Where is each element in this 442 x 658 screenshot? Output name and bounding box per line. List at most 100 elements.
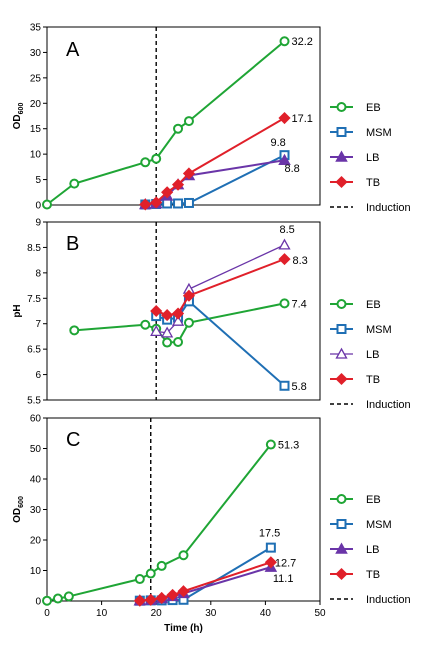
y-tick-label: 6 [35, 370, 41, 381]
y-tick-label: 0 [35, 201, 41, 212]
data-label: 11.1 [273, 573, 294, 585]
legend-label: LB [366, 544, 379, 556]
data-point-eb [162, 337, 173, 348]
panel-label: A [66, 39, 80, 61]
data-label: 9.8 [271, 137, 286, 149]
legend-marker [335, 372, 348, 386]
legend-marker [336, 299, 347, 309]
data-point-eb [173, 337, 184, 348]
legend-marker [335, 150, 348, 162]
data-point-eb [173, 123, 184, 134]
legend-label: EB [366, 299, 381, 311]
legend-item-eb: EB [330, 102, 381, 114]
legend: EB MSM LB TB Induction [330, 102, 411, 214]
legend-marker [335, 567, 348, 581]
y-tick-label: 9 [35, 218, 41, 229]
legend-item-msm: MSM [330, 127, 392, 139]
data-point-tb [155, 591, 168, 605]
legend-item-msm: MSM [330, 324, 392, 336]
series-lb [139, 153, 291, 210]
data-point-eb [183, 317, 194, 328]
y-tick-label: 0 [35, 597, 41, 608]
data-point-tb [171, 178, 185, 191]
data-point-eb [279, 36, 290, 47]
data-point-tb [166, 588, 179, 601]
y-axis-label: OD600 [12, 103, 25, 130]
legend-item-lb: LB [330, 542, 379, 556]
data-label: 12.7 [275, 557, 296, 569]
legend-label: EB [366, 102, 381, 114]
y-tick-label: 35 [30, 23, 42, 34]
data-label: 7.4 [292, 298, 307, 310]
data-point-msm [173, 198, 184, 209]
legend-label: Induction [366, 399, 411, 411]
y-tick-label: 60 [30, 414, 42, 425]
data-point-eb [63, 591, 74, 602]
data-point-tb [150, 304, 163, 318]
data-label: 5.8 [292, 381, 307, 393]
data-point-tb [177, 585, 190, 598]
series-tb [133, 556, 277, 607]
series-line-eb [46, 40, 286, 206]
x-axis-label: Time (h) [164, 623, 203, 634]
data-point-lb [150, 325, 163, 336]
data-point-msm [183, 197, 194, 208]
series-line-msm [139, 546, 272, 602]
plot-frame [46, 221, 321, 401]
panel-label: B [66, 233, 79, 255]
series-tb [139, 111, 291, 211]
legend-marker [336, 519, 347, 529]
x-tick-label: 30 [205, 608, 217, 619]
data-point-eb [42, 595, 52, 606]
data-label: 17.1 [292, 113, 313, 125]
data-point-eb [151, 153, 162, 164]
y-tick-label: 20 [30, 99, 42, 110]
data-point-eb [69, 325, 80, 336]
data-point-eb [52, 593, 63, 604]
legend-item-lb: LB [330, 347, 379, 361]
panel-b: 5.5 6 6.5 7 7.5 8 8.5 9 pH B 8.5 8.3 7.4 5.8 EB MSM LB TB… [12, 218, 411, 412]
legend-item-lb: LB [330, 150, 379, 164]
y-axis-label: pH [12, 304, 23, 317]
series-msm [151, 296, 290, 391]
series-eb [42, 439, 276, 606]
legend-item-induction: Induction [330, 202, 411, 214]
legend-item-induction: Induction [330, 594, 411, 606]
legend-label: LB [366, 349, 379, 361]
y-axis-label: OD600 [12, 496, 25, 523]
x-tick-label: 50 [314, 608, 326, 619]
panel-a: 0 5 10 15 20 25 30 35 OD600 A 32.2 17.1 9.8 8.8 EB MSM L… [12, 23, 411, 215]
legend-item-tb: TB [330, 372, 380, 386]
y-tick-label: 5 [35, 175, 41, 186]
data-point-tb [161, 309, 174, 322]
y-tick-label: 5.5 [27, 396, 41, 407]
legend-label: LB [366, 152, 379, 164]
data-point-eb [183, 116, 194, 127]
y-tick-label: 7 [35, 319, 41, 330]
data-label: 17.5 [259, 528, 280, 540]
data-point-eb [145, 568, 156, 579]
data-point-tb [144, 593, 157, 606]
legend-label: Induction [366, 594, 411, 606]
y-tick-label: 6.5 [27, 345, 41, 356]
data-point-eb [69, 178, 80, 189]
data-point-eb [134, 574, 145, 585]
y-tick-label: 10 [30, 150, 42, 161]
legend-label: TB [366, 569, 380, 581]
data-point-msm [162, 198, 173, 209]
data-point-tb [182, 289, 196, 302]
data-label: 51.3 [278, 440, 299, 452]
data-point-tb [133, 594, 146, 607]
x-tick-label: 20 [151, 608, 163, 619]
data-point-eb [140, 319, 151, 330]
y-tick-label: 15 [30, 124, 42, 135]
data-point-tb [264, 556, 277, 569]
data-point-msm [265, 542, 276, 553]
legend-label: Induction [366, 202, 411, 214]
data-point-tb [171, 307, 185, 320]
y-tick-label: 40 [30, 475, 42, 486]
plot-frame [46, 26, 321, 206]
legend-marker [335, 175, 348, 189]
series-eb [42, 36, 290, 210]
